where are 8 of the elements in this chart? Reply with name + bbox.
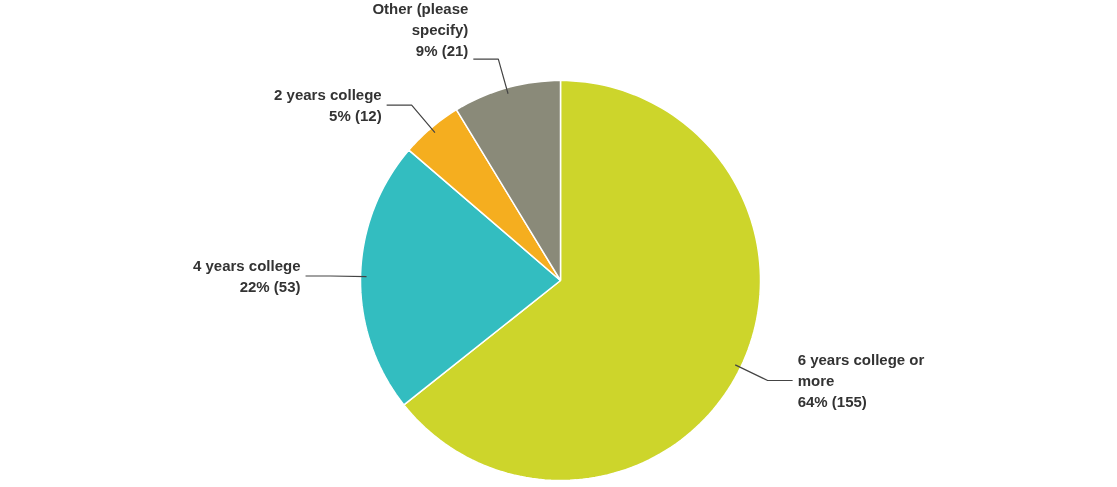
data-label: 22% (53)	[239, 278, 301, 296]
data-label: 9% (21)	[415, 42, 469, 60]
slice-label: 6 years college or more	[797, 350, 925, 389]
data-label: 5% (12)	[329, 107, 382, 125]
data-label: 64% (155)	[797, 393, 867, 411]
slice-label: 4 years college	[192, 256, 301, 274]
slice-label: Other (please specify)	[372, 0, 469, 38]
slice-label: 2 years college	[274, 86, 382, 104]
